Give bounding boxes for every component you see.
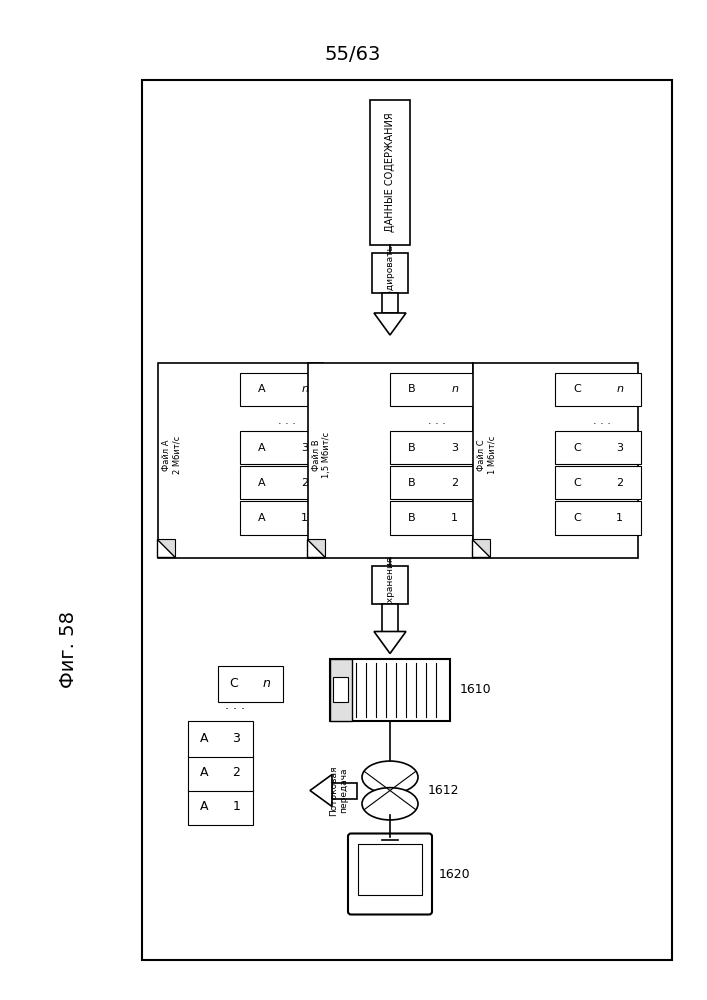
Bar — [240, 466, 326, 499]
Bar — [556, 372, 641, 406]
Ellipse shape — [362, 761, 418, 793]
Bar — [187, 754, 252, 790]
Text: n: n — [301, 384, 308, 394]
Text: A: A — [258, 513, 266, 523]
Text: . . .: . . . — [225, 699, 245, 712]
Polygon shape — [332, 782, 357, 798]
Text: C: C — [573, 513, 580, 523]
Bar — [390, 501, 476, 534]
Text: 1620: 1620 — [439, 867, 471, 880]
Bar — [330, 658, 450, 720]
Bar — [218, 666, 283, 702]
Bar — [556, 501, 641, 534]
Text: 1612: 1612 — [428, 784, 460, 797]
Text: Фиг. 58: Фиг. 58 — [59, 611, 78, 688]
Polygon shape — [310, 774, 332, 806]
Text: 3: 3 — [301, 443, 308, 453]
Text: Сохранения: Сохранения — [385, 556, 395, 613]
Text: Файл A
2 Мбит/с: Файл A 2 Мбит/с — [162, 436, 181, 474]
Polygon shape — [158, 540, 175, 558]
Text: 3: 3 — [451, 443, 458, 453]
Text: A: A — [258, 443, 266, 453]
Polygon shape — [382, 293, 398, 313]
Text: 1610: 1610 — [460, 683, 491, 696]
Polygon shape — [472, 540, 491, 558]
Text: ДАННЫЕ СОДЕРЖАНИЯ: ДАННЫЕ СОДЕРЖАНИЯ — [385, 113, 395, 232]
Text: A: A — [199, 800, 208, 813]
Text: B: B — [408, 513, 416, 523]
Text: 1: 1 — [451, 513, 458, 523]
Polygon shape — [382, 603, 398, 632]
Text: 2: 2 — [616, 478, 624, 488]
Bar — [240, 431, 326, 464]
Bar — [240, 501, 326, 534]
Bar — [390, 431, 476, 464]
Text: A: A — [199, 766, 208, 779]
Text: n: n — [617, 384, 623, 394]
Bar — [187, 720, 252, 756]
Bar — [556, 431, 641, 464]
Polygon shape — [158, 540, 175, 558]
Bar — [240, 372, 326, 406]
Text: . . .: . . . — [279, 416, 296, 426]
Bar — [308, 362, 472, 558]
Polygon shape — [374, 632, 406, 654]
Text: . . .: . . . — [428, 416, 446, 426]
Text: . . .: . . . — [593, 416, 611, 426]
Text: 3: 3 — [233, 732, 240, 745]
Bar — [390, 372, 476, 406]
Text: B: B — [408, 478, 416, 488]
Text: A: A — [199, 732, 208, 745]
Text: n: n — [262, 677, 270, 690]
Bar — [372, 566, 408, 603]
Text: B: B — [408, 384, 416, 394]
Bar — [187, 788, 252, 824]
Text: C: C — [229, 677, 238, 690]
Bar — [358, 844, 422, 894]
Polygon shape — [308, 540, 325, 558]
Polygon shape — [308, 540, 325, 558]
Text: 55/63: 55/63 — [325, 45, 381, 64]
Ellipse shape — [362, 788, 418, 820]
Polygon shape — [472, 540, 491, 558]
Text: Файл B
1,5 Мбит/с: Файл B 1,5 Мбит/с — [312, 432, 331, 478]
Text: 2: 2 — [451, 478, 458, 488]
Text: A: A — [258, 384, 266, 394]
Polygon shape — [374, 313, 406, 335]
Text: 1: 1 — [233, 800, 240, 813]
Text: B: B — [408, 443, 416, 453]
Text: 2: 2 — [301, 478, 308, 488]
Bar — [390, 466, 476, 499]
Text: 1: 1 — [301, 513, 308, 523]
Text: C: C — [573, 443, 580, 453]
Text: n: n — [451, 384, 458, 394]
Bar — [158, 362, 322, 558]
Text: Потоковая
передача: Потоковая передача — [329, 765, 349, 816]
Text: Кодировать: Кодировать — [385, 245, 395, 301]
Bar — [556, 466, 641, 499]
Text: C: C — [573, 478, 580, 488]
Text: C: C — [573, 384, 580, 394]
Text: 2: 2 — [233, 766, 240, 779]
Bar — [330, 658, 351, 720]
Bar — [142, 80, 672, 960]
Bar — [372, 253, 408, 293]
Text: 3: 3 — [617, 443, 623, 453]
FancyBboxPatch shape — [348, 834, 432, 914]
Text: Файл C
1 Мбит/с: Файл C 1 Мбит/с — [477, 436, 496, 474]
Bar — [333, 677, 349, 702]
Bar — [370, 100, 410, 245]
Bar — [472, 362, 638, 558]
Text: 1: 1 — [617, 513, 623, 523]
Text: A: A — [258, 478, 266, 488]
